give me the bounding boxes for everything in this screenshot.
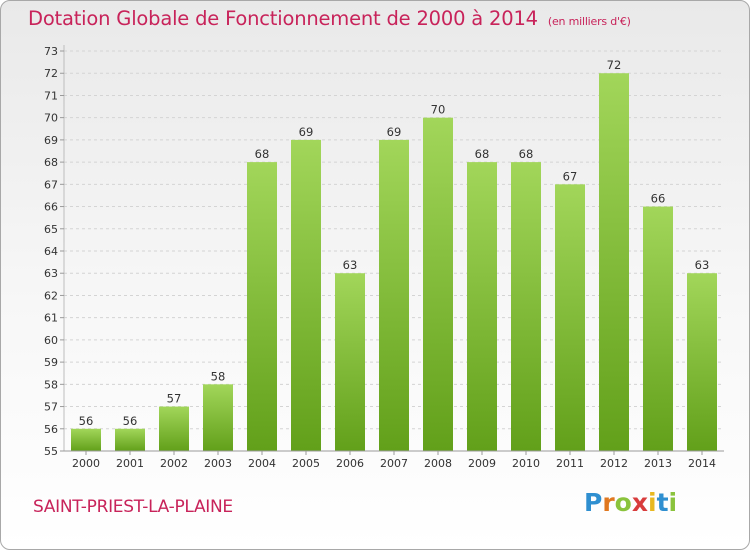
data-label: 68 [255,147,270,161]
bar [335,273,365,451]
x-tick-label: 2005 [292,457,320,470]
data-label: 69 [299,125,314,139]
bar [511,162,541,451]
y-tick-label: 72 [44,67,58,80]
y-tick-label: 68 [44,156,58,169]
data-label: 68 [475,147,490,161]
bar [203,384,233,451]
bar [247,162,277,451]
data-label: 66 [651,192,666,206]
data-label: 63 [695,258,710,272]
chart-title: Dotation Globale de Fonctionnement de 20… [28,7,631,30]
data-labels: 56 56 57 58 68 69 63 69 70 68 68 67 72 66 63 [79,58,710,428]
chart-title-text: Dotation Globale de Fonctionnement de 20… [28,7,538,30]
proxiti-logo: Proxiti [584,488,677,517]
y-tick-label: 60 [44,334,58,347]
y-tick-label: 66 [44,201,58,214]
y-tick-label: 67 [44,178,58,191]
y-tick-label: 55 [44,445,58,458]
y-tick-label: 61 [44,312,58,325]
data-label: 70 [431,103,446,117]
bar [71,428,101,451]
x-tick-label: 2008 [424,457,452,470]
y-tick-label: 69 [44,134,58,147]
x-tick-label: 2009 [468,457,496,470]
y-tick-label: 62 [44,289,58,302]
logo-letter: P [584,488,603,517]
bar [115,428,145,451]
x-tick-label: 2000 [72,457,100,470]
chart-subtitle: (en milliers d'€) [547,15,631,28]
x-tick-label: 2014 [688,457,716,470]
data-label: 72 [607,58,622,72]
y-tick-label: 64 [44,245,58,258]
logo-letter: x [631,488,648,517]
bar [555,184,585,452]
data-label: 63 [343,258,358,272]
data-label: 68 [519,147,534,161]
y-tick-label: 59 [44,356,58,369]
y-tick-label: 56 [44,423,58,436]
y-tick-label: 70 [44,112,58,125]
y-tick-label: 73 [44,45,58,58]
logo-letter: r [602,488,615,517]
x-axis: 2000 2001 2002 2003 2004 2005 2006 2007 2008 2009… [64,450,724,470]
data-label: 58 [211,369,226,383]
data-label: 67 [563,169,578,183]
y-tick-label: 63 [44,267,58,280]
logo-letter: o [614,488,632,517]
bar [599,73,629,451]
bar [467,162,497,451]
x-tick-label: 2001 [116,457,144,470]
x-tick-label: 2004 [248,457,276,470]
bar [291,139,321,451]
x-tick-label: 2003 [204,457,232,470]
logo-letter: i [668,488,678,517]
x-tick-label: 2007 [380,457,408,470]
x-tick-label: 2011 [556,457,584,470]
data-label: 56 [79,414,94,428]
y-tick-label: 57 [44,401,58,414]
bar [643,206,673,451]
x-tick-label: 2006 [336,457,364,470]
bar [379,139,409,451]
x-tick-label: 2002 [160,457,188,470]
data-label: 57 [167,392,182,406]
y-tick-label: 65 [44,223,58,236]
logo-letter: t [656,488,669,517]
y-tick-label: 71 [44,89,58,102]
x-tick-label: 2010 [512,457,540,470]
bar [687,273,717,451]
y-axis: 55 56 57 58 59 60 61 62 63 64 65 66 67 68 69 70 71 72 73 [44,45,65,458]
commune-name: SAINT-PRIEST-LA-PLAINE [33,497,233,517]
y-tick-label: 58 [44,378,58,391]
logo-letter: i [648,488,657,517]
x-tick-label: 2013 [644,457,672,470]
x-tick-label: 2012 [600,457,628,470]
data-label: 56 [123,414,138,428]
data-label: 69 [387,125,402,139]
bars [71,73,717,452]
bar [159,406,189,451]
bar [423,117,453,452]
